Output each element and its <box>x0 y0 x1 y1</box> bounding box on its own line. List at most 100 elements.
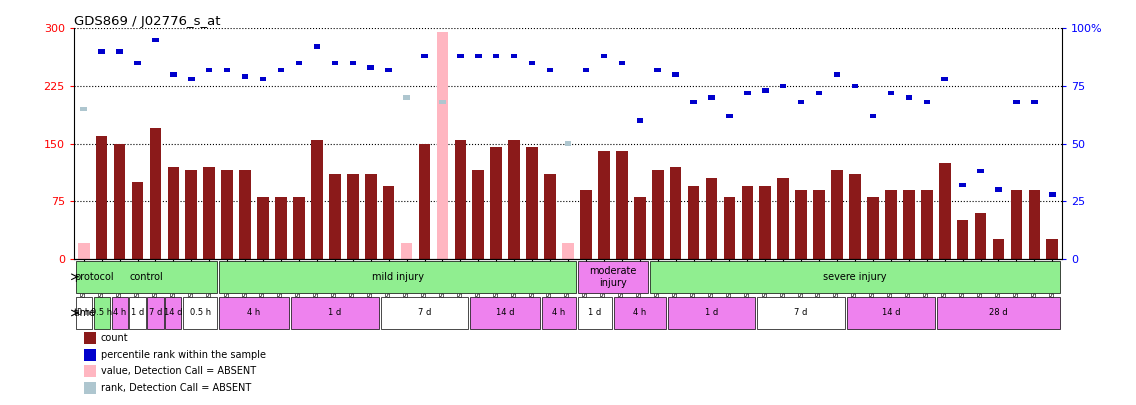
Bar <box>905 95 912 100</box>
Bar <box>705 178 717 259</box>
Bar <box>403 95 410 100</box>
Bar <box>293 197 304 259</box>
Bar <box>189 77 194 81</box>
Bar <box>470 297 541 329</box>
Bar <box>526 147 538 259</box>
Bar <box>670 166 682 259</box>
Bar <box>95 136 108 259</box>
Bar <box>544 174 556 259</box>
Bar <box>687 186 700 259</box>
Bar <box>240 171 251 259</box>
Bar <box>385 68 392 72</box>
Bar <box>111 297 127 329</box>
Text: count: count <box>100 333 128 343</box>
Bar <box>168 166 179 259</box>
Bar <box>114 143 125 259</box>
Bar <box>583 68 590 72</box>
Bar <box>957 220 968 259</box>
Bar <box>84 333 95 344</box>
Bar <box>849 174 861 259</box>
Bar <box>183 297 217 329</box>
Bar <box>636 118 643 123</box>
Text: 0.5 h: 0.5 h <box>91 309 112 318</box>
Bar <box>619 61 625 65</box>
Bar <box>777 178 790 259</box>
Bar <box>834 72 841 77</box>
Bar <box>529 61 535 65</box>
Bar <box>275 197 287 259</box>
Bar <box>816 91 822 95</box>
Bar <box>921 190 933 259</box>
Bar <box>1011 190 1022 259</box>
Text: 0.5 h: 0.5 h <box>190 309 211 318</box>
Bar <box>668 297 755 329</box>
Bar <box>152 38 159 42</box>
Bar <box>652 171 663 259</box>
Bar <box>314 45 320 49</box>
Bar <box>222 171 233 259</box>
Bar <box>457 54 463 58</box>
Bar <box>832 171 843 259</box>
Bar <box>511 54 517 58</box>
Text: 14 d: 14 d <box>164 309 183 318</box>
Bar <box>1046 239 1058 259</box>
Bar <box>116 49 123 54</box>
Bar <box>84 382 95 394</box>
Bar <box>76 260 217 293</box>
Bar <box>84 349 95 361</box>
Bar <box>691 100 696 104</box>
Bar <box>942 77 947 81</box>
Bar <box>491 147 502 259</box>
Bar <box>150 128 161 259</box>
Bar <box>99 49 105 54</box>
Bar <box>1049 192 1055 196</box>
Bar <box>260 77 266 81</box>
Bar <box>311 140 323 259</box>
Bar <box>724 197 735 259</box>
Bar <box>887 91 894 95</box>
Bar <box>578 260 648 293</box>
Text: 1 d: 1 d <box>328 309 342 318</box>
Bar <box>924 100 930 104</box>
Bar <box>166 297 182 329</box>
Bar <box>726 113 733 118</box>
Bar <box>257 197 269 259</box>
Bar <box>708 95 715 100</box>
Text: percentile rank within the sample: percentile rank within the sample <box>100 350 266 360</box>
Bar <box>780 84 786 88</box>
Bar <box>219 260 576 293</box>
Bar <box>795 190 807 259</box>
Bar <box>847 297 935 329</box>
Bar <box>291 297 378 329</box>
Bar <box>224 68 231 72</box>
Bar <box>76 297 92 329</box>
Text: 14 d: 14 d <box>496 309 515 318</box>
Bar <box>346 174 359 259</box>
Bar <box>938 163 951 259</box>
Text: 1 d: 1 d <box>704 309 718 318</box>
Bar <box>601 54 607 58</box>
Text: 14 d: 14 d <box>882 309 900 318</box>
Bar <box>870 113 876 118</box>
Bar <box>903 190 914 259</box>
Text: severe injury: severe injury <box>824 272 887 282</box>
Bar <box>401 243 412 259</box>
Text: mild injury: mild injury <box>371 272 424 282</box>
Bar <box>758 297 845 329</box>
Bar <box>367 65 374 70</box>
Text: 28 d: 28 d <box>989 309 1008 318</box>
Bar <box>440 100 445 104</box>
Bar <box>295 61 302 65</box>
Bar <box>350 61 356 65</box>
Bar <box>744 91 751 95</box>
Text: GDS869 / J02776_s_at: GDS869 / J02776_s_at <box>74 15 220 28</box>
Bar <box>421 54 428 58</box>
Text: time: time <box>74 308 97 318</box>
Text: 4 h: 4 h <box>633 309 646 318</box>
Text: 4 h: 4 h <box>248 309 261 318</box>
Text: 1 d: 1 d <box>131 309 144 318</box>
Bar <box>562 243 574 259</box>
Bar <box>634 197 645 259</box>
Bar <box>565 141 571 146</box>
Bar <box>475 54 482 58</box>
